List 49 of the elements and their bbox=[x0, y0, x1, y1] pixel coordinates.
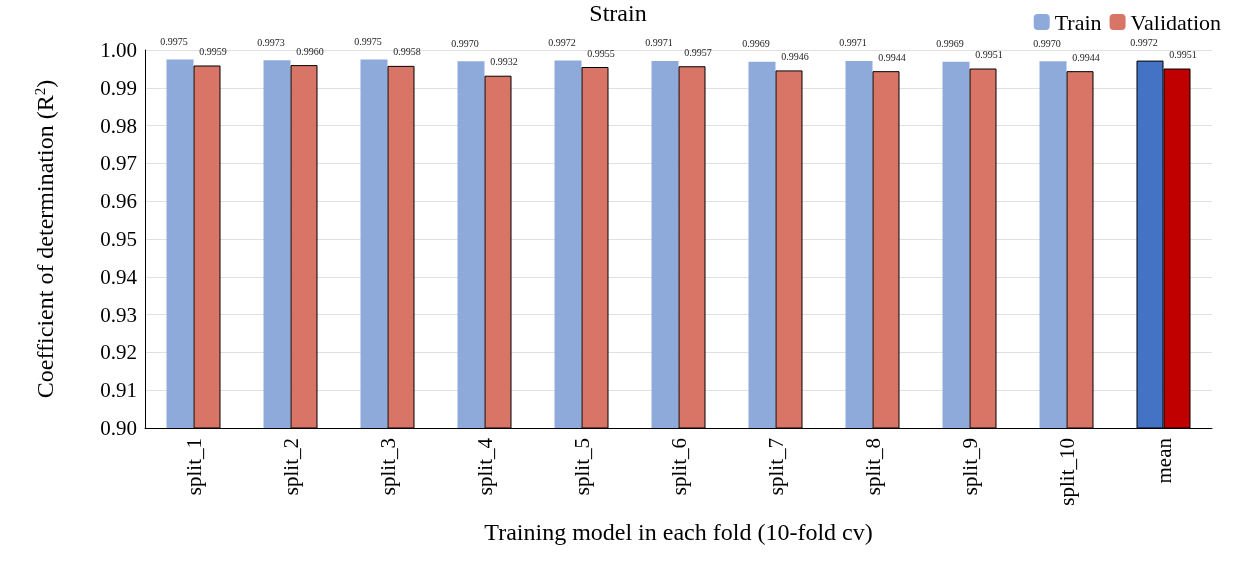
data-label: 0.9960 bbox=[296, 45, 324, 57]
data-label: 0.9959 bbox=[199, 46, 227, 57]
x-tick-label: split_2 bbox=[278, 438, 303, 496]
data-label: 0.9951 bbox=[1169, 49, 1197, 61]
data-label: 0.9955 bbox=[587, 47, 615, 59]
y-tick-label: 0.99 bbox=[100, 75, 137, 100]
data-label: 0.9973 bbox=[257, 36, 285, 48]
data-label: 0.9932 bbox=[490, 56, 518, 68]
data-label: 0.9971 bbox=[645, 37, 673, 49]
data-label: 0.9946 bbox=[781, 50, 809, 62]
y-tick-label: 0.90 bbox=[100, 416, 137, 440]
chart-title: Strain bbox=[589, 0, 647, 26]
y-tick-label: 0.93 bbox=[100, 302, 137, 327]
x-tick-label: split_9 bbox=[957, 438, 982, 496]
data-label: 0.9975 bbox=[160, 35, 188, 47]
x-tick-label: split_10 bbox=[1054, 438, 1079, 506]
data-label: 0.9944 bbox=[1072, 51, 1100, 63]
x-tick-label: split_6 bbox=[666, 438, 691, 496]
x-tick-label: split_5 bbox=[569, 438, 594, 496]
data-label: 0.9951 bbox=[975, 49, 1003, 61]
data-label: 0.9970 bbox=[1033, 37, 1061, 49]
data-label: 0.9972 bbox=[1130, 37, 1158, 49]
data-label: 0.9975 bbox=[354, 35, 382, 47]
y-tick-label: 0.98 bbox=[100, 113, 137, 138]
legend-label: Validation bbox=[1130, 9, 1222, 35]
x-axis-title: Training model in each fold (10-fold cv) bbox=[484, 519, 873, 545]
data-label: 0.9971 bbox=[839, 37, 867, 49]
y-tick-label: 1.00 bbox=[100, 38, 137, 62]
x-tick-label: split_3 bbox=[375, 438, 400, 496]
data-label: 0.9958 bbox=[393, 46, 421, 58]
data-label: 0.9972 bbox=[548, 37, 576, 49]
data-label: 0.9944 bbox=[878, 51, 906, 63]
x-tick-label: split_7 bbox=[763, 438, 788, 496]
x-tick-label: split_1 bbox=[181, 438, 206, 496]
y-tick-label: 0.92 bbox=[100, 340, 137, 365]
y-tick-label: 0.97 bbox=[100, 151, 137, 176]
y-tick-label: 0.96 bbox=[100, 189, 137, 214]
data-label: 0.9970 bbox=[451, 37, 479, 49]
y-tick-label: 0.94 bbox=[100, 264, 138, 289]
x-tick-label: mean bbox=[1151, 437, 1176, 484]
data-label: 0.9969 bbox=[742, 38, 770, 50]
y-tick-label: 0.95 bbox=[100, 227, 137, 251]
y-tick-label: 0.91 bbox=[100, 378, 137, 403]
y-axis-title: Coefficient of determination (R2) bbox=[31, 79, 58, 399]
data-label: 0.9957 bbox=[684, 46, 712, 58]
x-tick-label: split_4 bbox=[472, 437, 497, 496]
legend-label: Train bbox=[1054, 9, 1102, 35]
data-label: 0.9969 bbox=[936, 38, 964, 50]
x-tick-label: split_8 bbox=[860, 438, 885, 496]
